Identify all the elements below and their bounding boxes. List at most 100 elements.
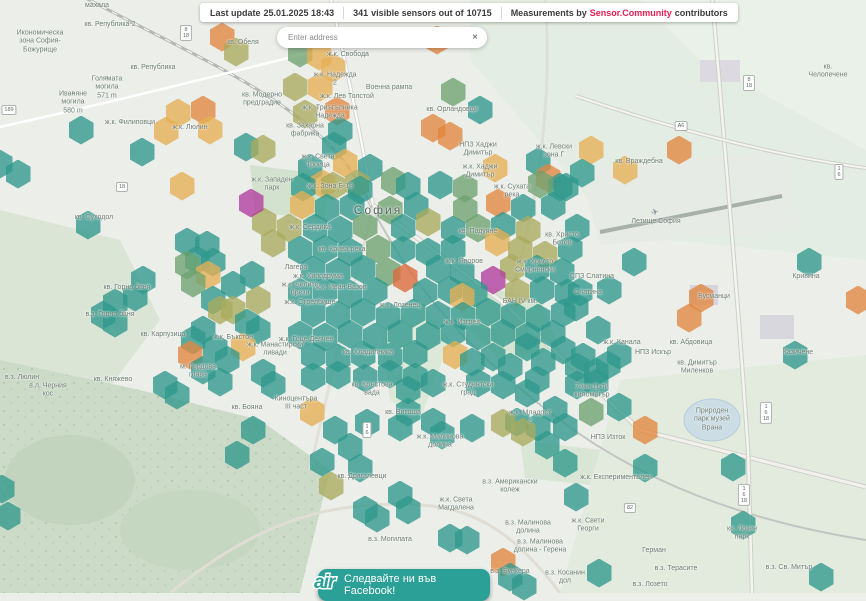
map-place-label: в.з. Люлин [5,374,39,382]
map-place-label: в.з. Косанин дол [545,570,585,587]
map-place-label: Природен парк музей Врана [694,407,730,432]
sensor-community-link[interactable]: Sensor.Community [590,8,672,18]
map-place-label: кв. Абдовица [670,339,713,347]
map-place-label: ж.к. Свети Георги [571,518,604,535]
status-bar: Last update 25.01.2025 18:43 341 visible… [200,3,738,22]
map-place-label: кв. Захарна фабрика [286,123,324,140]
map-place-label: кв. Модерно предградие [242,92,282,109]
sensors-count: 341 [353,8,368,18]
map-place-label: ж.к. Белите брези [282,282,319,299]
last-update-label: Last update [210,8,261,18]
map-place-label: кв. Враждебна [615,158,662,166]
search-clear-icon[interactable]: × [472,33,478,43]
address-search-input[interactable] [286,32,472,43]
map-place-label: м. Гърдова глава [180,364,216,381]
map-place-label: ж.к. Иван Вазов [315,284,366,292]
map-place-label: ж.к. Лев Толстой [320,93,374,101]
map-place-label: Голямата могила 571 m [92,75,123,100]
map-place-label: НПЗ Хаджи Димитър [459,142,497,159]
map-place-label: ж.к. Света Магдалена [438,497,474,514]
attribution-prefix: Measurements by [511,8,587,18]
map-place-label: ж.к. Христо Смирненски [515,259,555,276]
road-number-badge: А6 [675,121,688,131]
map-place-label: Иваняне могила 580 m [59,90,87,115]
map-place-label: Казичене [783,349,813,357]
map-place-label: Летище София [631,218,680,226]
map-place-label: СПЗ Слатина [570,273,614,281]
map-place-label: ж.к. Студентски град [443,382,494,399]
search-box[interactable]: × [277,27,487,48]
map-place-label: НПЗ Изток [591,434,626,442]
attribution: Measurements by Sensor.Community contrib… [511,8,728,18]
facebook-follow-label: Следвайте ни във Facebook! [344,573,490,597]
city-name-label: София [354,203,402,217]
map-place-label: кв. Димитър Миленков [677,360,717,377]
map-place-label: кв. Витоша [385,409,421,417]
map-place-label: ж.к. Гоце Делчев [279,336,333,344]
map-place-label: ж.к. Света Троица [302,154,335,171]
road-number-badge: 1 6 18 [760,402,772,424]
map-place-label: ж.к. Левски зона Г [536,144,572,161]
map-place-label: ж.к. Надежда 2 [313,72,356,89]
map-place-label: кв. Република-2 [84,21,135,29]
map-place-label: в.з. Бункера [490,568,529,576]
map-place-label: в.з. Св. Митър [766,564,813,572]
road-number-badge: 18 [116,182,128,192]
map-place-label: кв. Горна баня [104,284,151,292]
map-place-label: ж.к. Сердика [289,224,330,232]
map-place-label: Военна рампа [366,84,412,92]
sensors-text: visible sensors out of [371,8,464,18]
road-number-badge: 1 6 18 [738,484,750,506]
map-place-label: кв. Обеля [227,39,259,47]
map-place-label: НПЗ Искър [635,349,671,357]
map-place-label: ж.к. Западен парк [251,177,292,194]
facebook-follow-button[interactable]: air Следвайте ни във Facebook! [318,569,490,601]
map-place-label: Икономическа зона София- Божурище [17,29,64,54]
map-place-label: кв. Република [130,64,175,72]
map-place-label: кв. Кръстова вада [351,382,392,399]
map-place-label: Кривина [792,273,819,281]
road-number-badge: 1 6 [834,164,843,180]
map-place-label: ж.к. Зона Б-18 [307,183,353,191]
map-place-label: кв. Суходол [75,214,113,222]
map-place-label: ж.к. Хиподрума [293,273,343,281]
map-place-label: кв. Карпузица [141,331,186,339]
road-number-badge: 8 18 [743,75,755,91]
map-place-label: ж.к. Стрелбище [285,299,336,307]
map-place-label: ж.к. Люлин [172,124,207,132]
map-place-label: ж.к. Триъгълника Надежда [302,105,358,122]
attribution-suffix: contributors [675,8,728,18]
map-place-label: Лагера [285,264,308,272]
divider [501,7,502,19]
map-place-label: кв. Лозен парк [727,526,757,543]
map-place-label: в.з. Терасите [655,565,698,573]
map-place-label: кв. Хладилника [343,349,393,357]
road-number-badge: 1 6 [362,422,371,438]
last-update-value: 25.01.2025 18:43 [264,8,335,18]
road-number-badge: 8 18 [180,25,192,41]
map-place-label: махала [85,2,109,10]
map-place-label: ж.к. Канала [603,339,640,347]
map-place-label: в.з. Малинова долина [505,520,551,537]
map-place-label: в.з. Лозето [633,581,668,589]
airbg-logo-icon: air [314,572,334,594]
map-place-label: Герман [642,547,666,555]
map-place-label: кв. Драгалевци [337,473,386,481]
map-place-label: в.з. Могилата [368,536,412,544]
map-place-label: кв. Бояна [232,404,263,412]
map-place-label: ж.к. Яворов [445,258,483,266]
map-place-label: ж.к. Лозенец [380,302,421,310]
map-place-label: БАН IV км. [503,298,538,306]
last-update: Last update 25.01.2025 18:43 [210,8,334,18]
map-place-label: Слатина [574,289,602,297]
divider [343,7,344,19]
road-number-badge: 82 [624,503,636,513]
map-place-label: ж.к. Експериментален [580,474,652,482]
road-number-badge: 189 [1,105,16,115]
map-place-label: ж.к. Филиповци [105,119,155,127]
map-place-label: кв. Крива река [319,246,366,254]
map-place-label: в.з. Американски колеж [482,479,537,496]
sensors-status: 341 visible sensors out of 10715 [353,8,492,18]
